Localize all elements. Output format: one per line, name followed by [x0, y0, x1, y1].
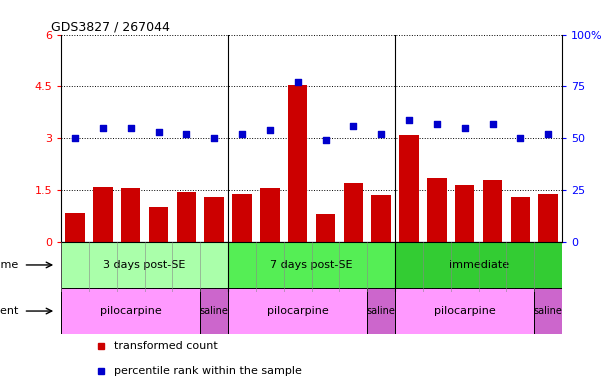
Point [376, 131, 386, 137]
Point [153, 129, 163, 135]
Text: immediate: immediate [448, 260, 509, 270]
Point [321, 137, 331, 143]
Point [126, 125, 136, 131]
Bar [65, 213, 85, 242]
Bar [205, 197, 224, 242]
Point [98, 125, 108, 131]
Point [348, 123, 358, 129]
Bar [483, 180, 502, 242]
Text: saline: saline [367, 306, 396, 316]
Point [237, 131, 247, 137]
Text: time: time [0, 260, 18, 270]
Bar [534, 288, 562, 334]
Text: percentile rank within the sample: percentile rank within the sample [114, 366, 302, 376]
Bar [367, 288, 395, 334]
Bar [455, 185, 474, 242]
Point [432, 121, 442, 127]
Text: 7 days post-SE: 7 days post-SE [270, 260, 353, 270]
Point [516, 135, 525, 141]
Point [543, 131, 553, 137]
Bar [316, 214, 335, 242]
Bar [232, 194, 252, 242]
Bar [343, 183, 363, 242]
Bar [93, 187, 112, 242]
Bar [260, 189, 280, 242]
Point [404, 116, 414, 122]
Text: saline: saline [534, 306, 563, 316]
Text: pilocarpine: pilocarpine [100, 306, 161, 316]
Bar [121, 189, 141, 242]
Bar [400, 135, 419, 242]
Text: agent: agent [0, 306, 18, 316]
Bar [61, 242, 228, 288]
Text: pilocarpine: pilocarpine [434, 306, 496, 316]
Text: pilocarpine: pilocarpine [267, 306, 329, 316]
Text: saline: saline [200, 306, 229, 316]
Bar [511, 197, 530, 242]
Bar [149, 207, 168, 242]
Point [181, 131, 191, 137]
Bar [395, 242, 562, 288]
Bar [228, 242, 395, 288]
Text: transformed count: transformed count [114, 341, 218, 351]
Point [265, 127, 275, 133]
Bar [395, 288, 534, 334]
Point [293, 79, 302, 85]
Point [460, 125, 470, 131]
Bar [61, 288, 200, 334]
Bar [288, 85, 307, 242]
Point [210, 135, 219, 141]
Point [70, 135, 80, 141]
Bar [538, 194, 558, 242]
Bar [371, 195, 391, 242]
Bar [177, 192, 196, 242]
Bar [427, 178, 447, 242]
Point [488, 121, 497, 127]
Bar [200, 288, 228, 334]
Bar [228, 288, 367, 334]
Text: GDS3827 / 267044: GDS3827 / 267044 [51, 20, 170, 33]
Text: 3 days post-SE: 3 days post-SE [103, 260, 186, 270]
